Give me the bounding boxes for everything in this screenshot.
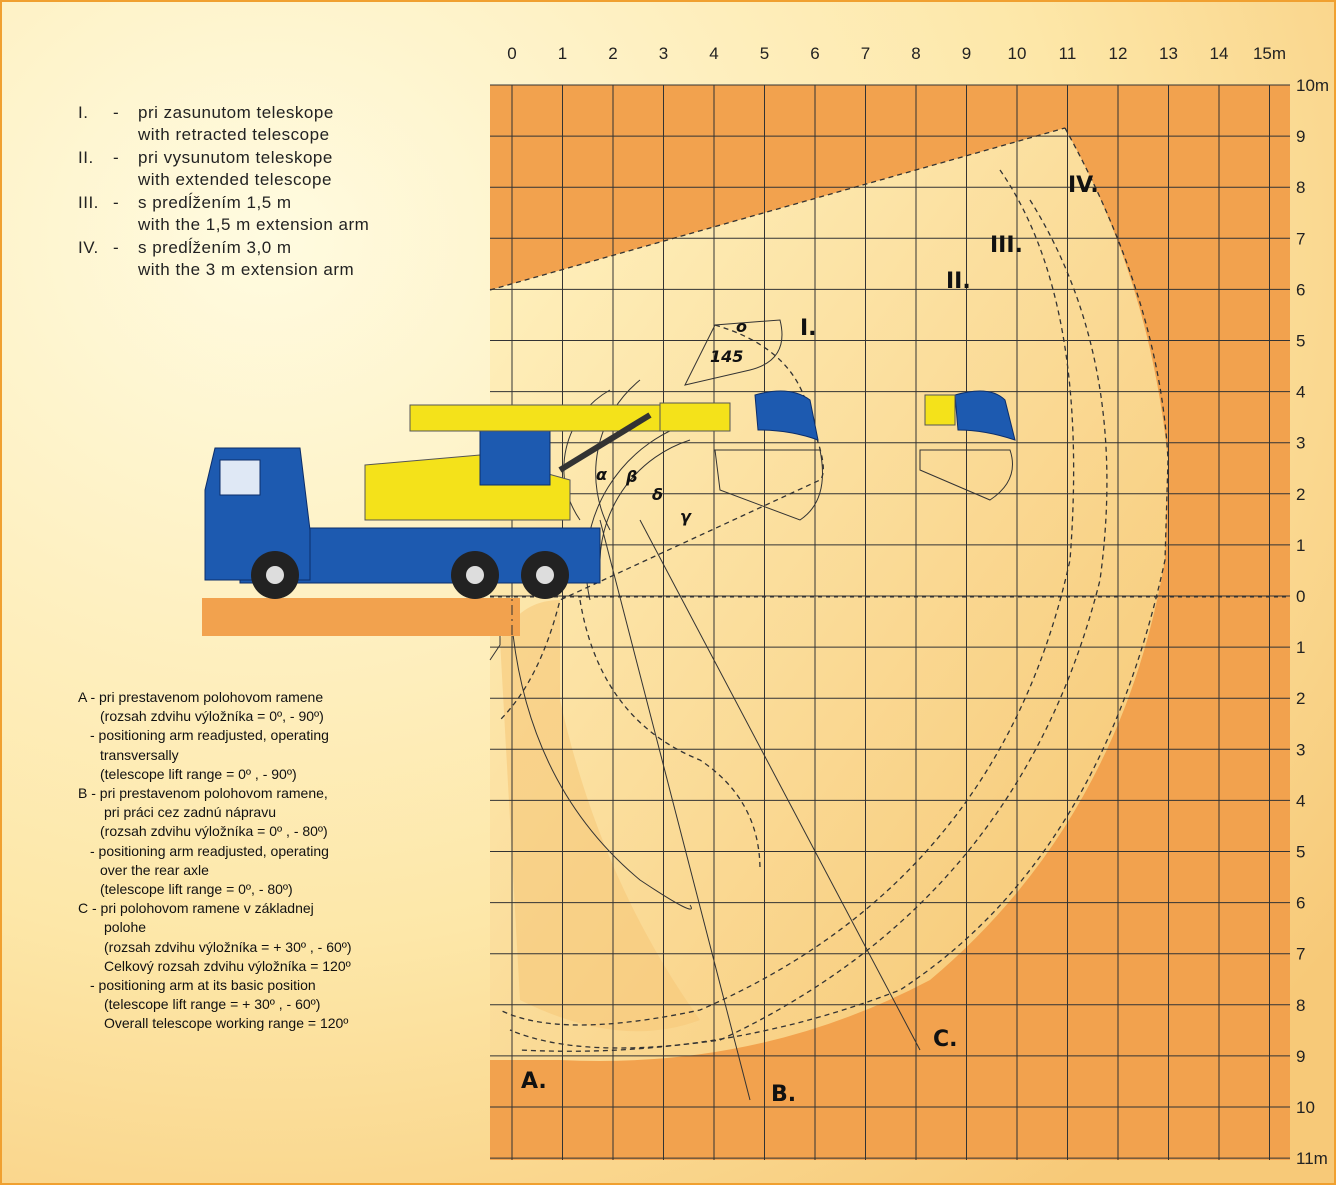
legend-en: with the 3 m extension arm: [138, 260, 354, 280]
y-tick-label: 10: [1296, 1098, 1315, 1117]
note-line: transversally: [100, 747, 179, 763]
note-line: C - pri polohovom ramene v základnej: [78, 900, 314, 916]
note-line: pri práci cez zadnú nápravu: [104, 804, 276, 820]
x-tick-label: 14: [1210, 44, 1229, 63]
y-tick-label: 9: [1296, 127, 1305, 146]
note-line: - positioning arm readjusted, operating: [90, 843, 329, 859]
x-tick-label: 10: [1008, 44, 1027, 63]
x-tick-label: 0: [507, 44, 516, 63]
legend-dash: ‑: [113, 103, 119, 123]
y-tick-label: 3: [1296, 434, 1305, 453]
diagram-label: C.: [933, 1027, 958, 1052]
y-tick-label: 7: [1296, 229, 1305, 248]
legend-number: I.: [78, 103, 88, 123]
legend-dash: ‑: [113, 148, 119, 168]
note-line: Overall telescope working range = 120º: [104, 1015, 348, 1031]
legend-number: II.: [78, 148, 94, 168]
note-line: - positioning arm readjusted, operating: [90, 727, 329, 743]
note-line: (telescope lift range = 0º, - 80º): [100, 881, 293, 897]
note-line: (telescope lift range = + 30º , - 60º): [104, 996, 320, 1012]
note-line: (telescope lift range = 0º , - 90º): [100, 766, 297, 782]
x-tick-label: 2: [608, 44, 617, 63]
diagram-label: α: [596, 465, 608, 484]
x-tick-label: 8: [911, 44, 920, 63]
legend-en: with the 1,5 m extension arm: [138, 215, 369, 235]
diagram-label: δ: [652, 485, 663, 504]
y-tick-label: 1: [1296, 638, 1305, 657]
note-line: polohe: [104, 919, 146, 935]
legend-sk: s predĺžením 3,0 m: [138, 238, 292, 258]
diagram-label: β: [625, 467, 637, 486]
y-tick-label: 2: [1296, 485, 1305, 504]
x-tick-label: 1: [558, 44, 567, 63]
note-line: - positioning arm at its basic position: [90, 977, 316, 993]
legend-en: with retracted telescope: [138, 125, 330, 145]
legend-sk: s predĺžením 1,5 m: [138, 193, 292, 213]
x-tick-label: 4: [709, 44, 718, 63]
y-tick-label: 0: [1296, 587, 1305, 606]
y-tick-label: 5: [1296, 332, 1305, 351]
page: 0123456789101112131415m10m98765432101234…: [0, 0, 1336, 1185]
legend-number: III.: [78, 193, 99, 213]
note-line: A - pri prestavenom polohovom ramene: [78, 689, 323, 705]
note-line: Celkový rozsah zdvihu výložníka = 120º: [104, 958, 351, 974]
x-tick-label: 11: [1059, 44, 1077, 63]
legend-number: IV.: [78, 238, 99, 258]
y-tick-label: 2: [1296, 689, 1305, 708]
y-tick-label: 5: [1296, 843, 1305, 862]
x-tick-label: 3: [659, 44, 668, 63]
legend-en: with extended telescope: [138, 170, 332, 190]
x-tick-label: 15m: [1253, 44, 1286, 63]
y-tick-label: 6: [1296, 894, 1305, 913]
note-line: (rozsah zdvihu výložníka = 0º , - 80º): [100, 823, 328, 839]
y-tick-label: 3: [1296, 740, 1305, 759]
note-line: (rozsah zdvihu výložníka = 0º, - 90º): [100, 708, 324, 724]
y-tick-label: 8: [1296, 996, 1305, 1015]
diagram-label: B.: [771, 1082, 796, 1107]
x-tick-label: 5: [760, 44, 769, 63]
y-tick-label: 1: [1296, 536, 1305, 555]
ground: [202, 598, 520, 636]
legend-dash: ‑: [113, 193, 119, 213]
y-tick-label: 8: [1296, 178, 1305, 197]
diagram-label: III.: [990, 233, 1023, 258]
y-tick-label: 11m: [1296, 1149, 1328, 1168]
diagram-label: 145: [710, 347, 743, 366]
diagram-label: II.: [946, 269, 971, 294]
x-tick-label: 7: [861, 44, 870, 63]
x-tick-label: 9: [962, 44, 971, 63]
diagram-label: o: [736, 317, 747, 336]
y-tick-label: 4: [1296, 791, 1305, 810]
legend-dash: ‑: [113, 238, 119, 258]
y-tick-label: 9: [1296, 1047, 1305, 1066]
legend-sk: pri zasunutom teleskope: [138, 103, 334, 123]
legend-sk: pri vysunutom teleskope: [138, 148, 333, 168]
diagram-label: A.: [521, 1069, 547, 1094]
y-tick-label: 7: [1296, 945, 1305, 964]
x-tick-label: 12: [1109, 44, 1128, 63]
y-tick-label: 10m: [1296, 76, 1329, 95]
diagram-label: IV.: [1068, 173, 1099, 198]
y-tick-label: 4: [1296, 383, 1305, 402]
note-line: over the rear axle: [100, 862, 209, 878]
x-tick-label: 13: [1159, 44, 1178, 63]
note-line: (rozsah zdvihu výložníka = + 30º , - 60º…: [104, 939, 352, 955]
note-line: B - pri prestavenom polohovom ramene,: [78, 785, 328, 801]
y-tick-label: 6: [1296, 280, 1305, 299]
diagram-label: γ: [680, 507, 692, 526]
diagram-label: I.: [800, 316, 817, 341]
x-tick-label: 6: [810, 44, 819, 63]
